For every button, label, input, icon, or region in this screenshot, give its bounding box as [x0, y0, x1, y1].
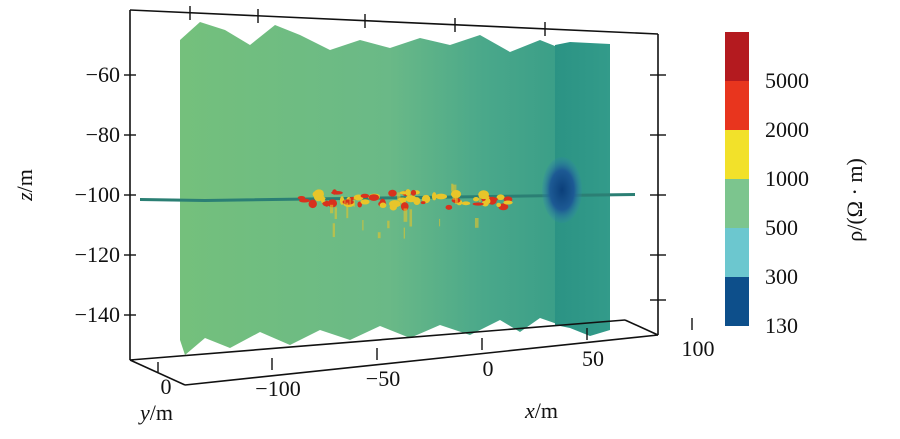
anomaly-streak — [403, 208, 408, 222]
anomaly-speck — [472, 202, 484, 206]
colorbar-label: 130 — [765, 313, 798, 338]
z-tick-label: −120 — [75, 242, 120, 267]
anomaly-streak — [397, 192, 401, 207]
anomaly-speck — [388, 189, 397, 197]
anomaly-speck — [473, 197, 480, 202]
colorbar-swatch — [725, 179, 749, 228]
horizontal-slice — [140, 193, 635, 202]
anomaly-speck — [379, 202, 387, 209]
x-axis-title: x/m — [524, 398, 558, 423]
anomaly-speck — [322, 201, 335, 206]
colorbar-swatch — [725, 130, 749, 179]
anomaly-streak — [451, 183, 454, 192]
x-tick-label: −50 — [366, 366, 400, 391]
anomaly-speck — [445, 204, 453, 210]
anomaly-streak — [377, 232, 381, 239]
z-axis-ticks: −60 −80 −100 −120 −140 — [75, 62, 136, 327]
anomaly-speck — [332, 189, 337, 195]
anomaly-speck — [297, 195, 306, 200]
anomaly-speck — [431, 192, 437, 201]
colorbar-label: 300 — [765, 264, 798, 289]
anomaly-speck — [490, 197, 498, 201]
colorbar: 5000 2000 1000 500 300 130 — [725, 32, 809, 338]
anomaly-streak — [362, 220, 364, 231]
anomaly-streak — [330, 204, 334, 214]
anomaly-streak — [332, 223, 335, 238]
svg-text:0: 0 — [161, 374, 172, 399]
z-tick-label: −100 — [75, 182, 120, 207]
z-axis-title: z/m — [12, 169, 37, 202]
anomaly-streak — [403, 227, 405, 239]
anomaly-speck — [461, 201, 471, 206]
anomaly-low-resistivity — [542, 157, 582, 223]
anomaly-streak — [349, 197, 351, 206]
colorbar-swatch — [725, 32, 749, 81]
anomaly-streak — [478, 192, 481, 202]
colorbar-title: ρ/(Ω · m) — [842, 158, 867, 242]
z-tick-label: −140 — [75, 302, 120, 327]
anomaly-speck — [360, 199, 370, 205]
anomaly-high-resistivity — [297, 183, 513, 239]
y-axis-tick-0: 0 — [157, 362, 172, 399]
anomaly-streak — [353, 198, 355, 207]
right-edge-ticks — [650, 74, 666, 301]
x-tick-label: 50 — [582, 346, 604, 371]
colorbar-swatch — [725, 81, 749, 130]
anomaly-speck — [503, 200, 513, 205]
anomaly-streak — [474, 217, 479, 228]
colorbar-swatch — [725, 228, 749, 277]
resistivity-surface — [180, 22, 560, 355]
colorbar-label: 500 — [765, 215, 798, 240]
axis-box — [129, 9, 659, 386]
z-tick-label: −60 — [86, 62, 120, 87]
top-edge-ticks — [189, 6, 546, 36]
x-tick-label: −100 — [255, 376, 300, 401]
anomaly-speck — [496, 194, 505, 201]
z-tick-label: −80 — [86, 122, 120, 147]
anomaly-streak — [346, 202, 349, 219]
anomaly-streak — [334, 207, 337, 220]
anomaly-speck — [503, 196, 513, 203]
anomaly-streak — [387, 220, 390, 229]
resistivity-surface-right — [555, 42, 610, 336]
anomaly-streak — [452, 184, 457, 200]
x-axis-ticks: −100 −50 0 50 100 — [255, 318, 715, 401]
anomaly-speck — [368, 194, 380, 201]
anomaly-speck — [313, 192, 324, 202]
anomaly-speck — [420, 201, 426, 205]
anomaly-speck — [410, 189, 417, 196]
anomaly-speck — [435, 193, 448, 200]
anomaly-speck — [308, 199, 317, 209]
colorbar-swatch — [725, 277, 749, 326]
y-axis-title: y/m — [138, 400, 173, 425]
anomaly-speck — [478, 190, 489, 200]
anomaly-speck — [485, 198, 491, 205]
anomaly-speck — [342, 199, 355, 205]
colorbar-label: 5000 — [765, 68, 809, 93]
colorbar-label: 2000 — [765, 117, 809, 142]
anomaly-streak — [455, 194, 458, 205]
x-tick-label: 0 — [483, 356, 494, 381]
x-tick-label: 100 — [682, 336, 715, 361]
anomaly-speck — [360, 193, 370, 199]
anomaly-streak — [344, 199, 346, 206]
anomaly-speck — [421, 194, 431, 204]
anomaly-speck — [405, 189, 411, 197]
colorbar-label: 1000 — [765, 166, 809, 191]
anomaly-streak — [409, 209, 413, 227]
anomaly-speck — [496, 202, 502, 207]
anomaly-speck — [357, 201, 363, 208]
anomaly-streak — [439, 218, 441, 227]
anomaly-speck — [413, 197, 421, 206]
anomaly-speck — [299, 198, 310, 203]
